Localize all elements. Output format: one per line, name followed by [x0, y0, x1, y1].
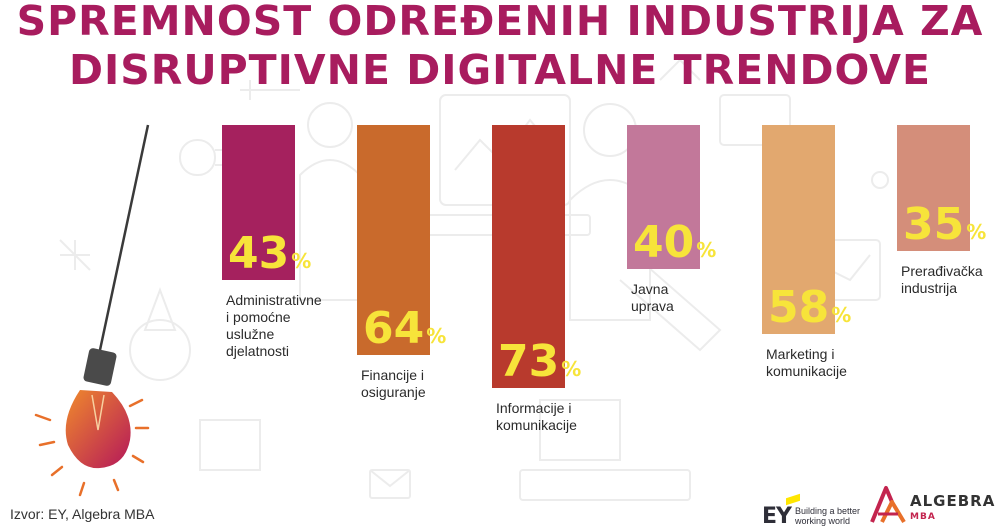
category-label-5: Marketing i komunikacije	[766, 346, 847, 379]
value-label-6: 35%	[903, 199, 987, 250]
chart-title-line-2: DISRUPTIVNE DIGITALNE TRENDOVE	[68, 46, 932, 94]
bar-5	[762, 125, 835, 334]
light-bulb-icon	[34, 124, 150, 497]
value-label-1: 43%	[228, 228, 312, 279]
category-label-3: Informacije i komunikacije	[496, 400, 577, 433]
value-label-2: 64%	[363, 303, 447, 354]
bar-4	[627, 125, 700, 269]
bar-6	[897, 125, 970, 251]
ey-wordmark: EY	[762, 504, 792, 529]
algebra-logo: ALGEBRA MBA	[868, 484, 1000, 526]
category-label-4: Javna uprava	[631, 281, 674, 314]
category-label-1: Administrativne i pomoćne uslužne djelat…	[226, 292, 322, 359]
chart-title-line-1: SPREMNOST ODREĐENIH INDUSTRIJA ZA	[16, 0, 984, 45]
bar-1	[222, 125, 295, 280]
value-label-4: 40%	[633, 217, 717, 268]
bar-2	[357, 125, 430, 355]
algebra-subtitle: MBA	[910, 512, 936, 522]
algebra-logo-icon	[870, 486, 906, 524]
value-label-5: 58%	[768, 282, 852, 333]
algebra-wordmark: ALGEBRA	[910, 492, 996, 510]
category-label-2: Financije i osiguranje	[361, 367, 426, 400]
source-note: Izvor: EY, Algebra MBA	[10, 506, 155, 522]
bar-3	[492, 125, 565, 388]
ey-tagline: Building a better working world	[795, 506, 861, 526]
category-label-6: Prerađivačka industrija	[901, 263, 983, 296]
value-label-3: 73%	[498, 336, 582, 387]
